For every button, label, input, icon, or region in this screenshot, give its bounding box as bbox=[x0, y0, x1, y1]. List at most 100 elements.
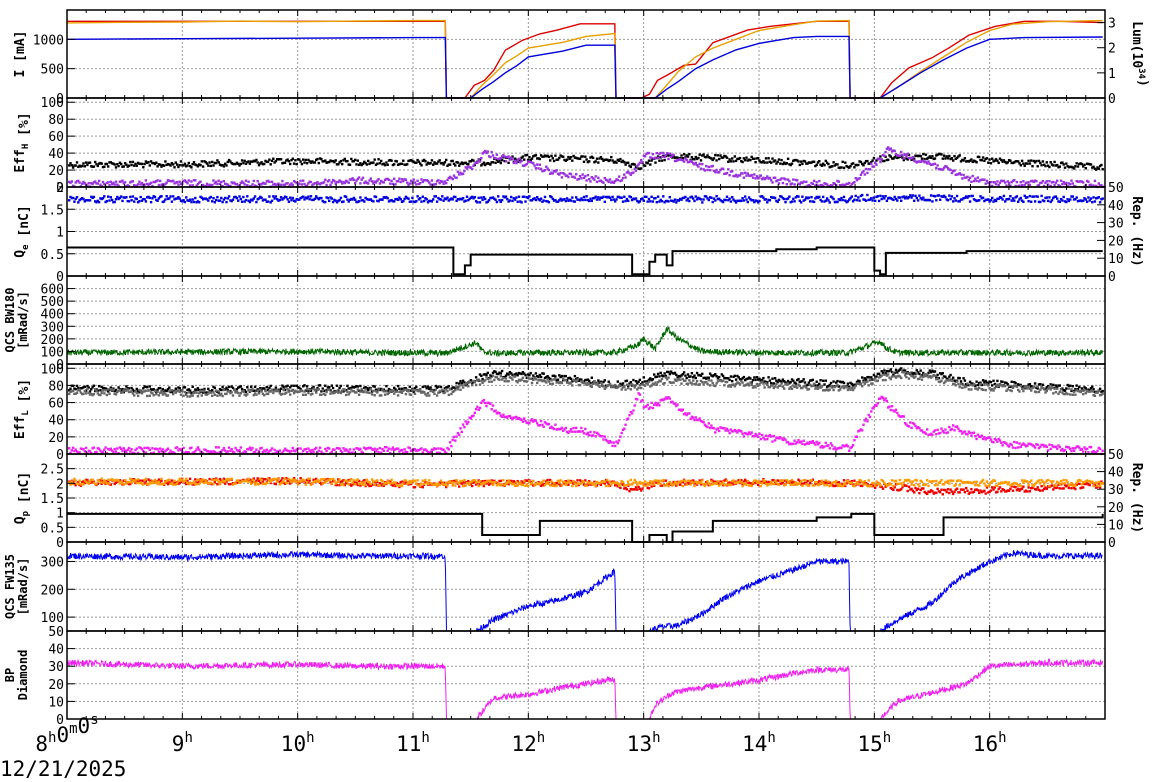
data-point bbox=[1072, 184, 1076, 188]
data-point bbox=[950, 157, 954, 160]
data-point bbox=[1058, 200, 1061, 204]
data-point bbox=[1030, 385, 1033, 388]
data-point bbox=[809, 383, 812, 387]
data-point bbox=[333, 160, 336, 164]
data-point bbox=[980, 196, 983, 200]
data-point bbox=[140, 199, 144, 202]
data-point bbox=[250, 385, 253, 388]
data-point bbox=[893, 375, 896, 378]
data-point bbox=[198, 448, 201, 451]
data-point bbox=[500, 155, 504, 158]
data-point bbox=[121, 387, 124, 391]
data-point bbox=[411, 182, 414, 185]
data-point bbox=[620, 388, 623, 391]
data-point bbox=[811, 384, 814, 387]
data-point bbox=[290, 449, 293, 453]
data-point bbox=[270, 180, 274, 184]
data-point bbox=[291, 183, 294, 187]
data-point bbox=[901, 153, 904, 157]
data-point bbox=[1097, 167, 1100, 170]
y-axis-label-right-part: Lum(10 bbox=[1129, 21, 1144, 68]
data-point bbox=[523, 372, 526, 375]
data-point bbox=[1045, 161, 1048, 164]
data-point bbox=[569, 199, 573, 202]
data-point bbox=[1023, 194, 1026, 197]
data-point bbox=[344, 159, 348, 163]
data-point bbox=[506, 197, 509, 201]
data-point bbox=[1028, 387, 1032, 390]
data-point bbox=[84, 446, 88, 450]
data-point bbox=[337, 180, 340, 184]
data-point bbox=[585, 158, 588, 161]
data-point bbox=[989, 389, 993, 392]
data-point bbox=[888, 196, 891, 199]
data-point bbox=[404, 387, 408, 390]
data-point bbox=[222, 180, 226, 183]
data-point bbox=[807, 161, 811, 164]
data-point bbox=[1024, 162, 1028, 165]
data-point bbox=[188, 395, 192, 398]
data-point bbox=[653, 197, 656, 200]
data-point bbox=[281, 384, 284, 387]
data-point bbox=[828, 201, 831, 204]
data-point bbox=[534, 372, 538, 375]
y-tick-label-right: 3 bbox=[1108, 17, 1116, 32]
data-point bbox=[1030, 179, 1033, 183]
data-point bbox=[421, 159, 424, 163]
data-point bbox=[156, 179, 159, 182]
data-point bbox=[331, 386, 335, 390]
data-point bbox=[114, 166, 118, 169]
data-point bbox=[442, 390, 445, 393]
data-point bbox=[404, 392, 408, 396]
data-point bbox=[1100, 393, 1103, 396]
data-point bbox=[308, 388, 311, 391]
data-point bbox=[378, 162, 382, 165]
data-point bbox=[588, 199, 591, 203]
data-point bbox=[628, 383, 631, 387]
data-point bbox=[807, 381, 811, 384]
data-point bbox=[372, 161, 375, 164]
data-point bbox=[486, 371, 489, 375]
data-point bbox=[357, 393, 361, 396]
data-point bbox=[768, 199, 772, 202]
data-point bbox=[751, 378, 755, 382]
data-point bbox=[699, 374, 703, 377]
data-point bbox=[1009, 184, 1012, 187]
data-point bbox=[537, 375, 540, 379]
data-point bbox=[216, 390, 219, 394]
data-point bbox=[688, 160, 691, 164]
data-point bbox=[991, 388, 994, 391]
data-point bbox=[705, 164, 708, 168]
data-point bbox=[881, 153, 885, 157]
data-point bbox=[179, 393, 183, 396]
data-point bbox=[932, 162, 935, 166]
data-point bbox=[253, 184, 257, 187]
data-point bbox=[348, 178, 352, 181]
data-point bbox=[603, 379, 606, 382]
data-point bbox=[516, 374, 519, 377]
data-point bbox=[1052, 383, 1055, 387]
data-point bbox=[1032, 385, 1035, 389]
data-point bbox=[666, 199, 669, 203]
data-point bbox=[1089, 163, 1093, 166]
data-point bbox=[335, 389, 339, 393]
data-point bbox=[433, 392, 436, 396]
data-point bbox=[611, 180, 614, 183]
data-point bbox=[97, 447, 101, 450]
data-point bbox=[815, 195, 818, 199]
data-point bbox=[99, 183, 102, 186]
data-point bbox=[439, 389, 443, 393]
data-point bbox=[1013, 199, 1016, 202]
data-point bbox=[851, 200, 855, 203]
data-point bbox=[825, 197, 829, 200]
data-point bbox=[575, 156, 578, 160]
y-tick-label-right: 10 bbox=[1108, 252, 1124, 267]
data-point bbox=[185, 165, 188, 168]
data-point bbox=[573, 379, 577, 382]
data-point bbox=[767, 177, 770, 180]
data-point bbox=[159, 391, 162, 395]
data-point bbox=[309, 195, 313, 198]
data-point bbox=[525, 162, 528, 166]
data-point bbox=[690, 382, 694, 385]
